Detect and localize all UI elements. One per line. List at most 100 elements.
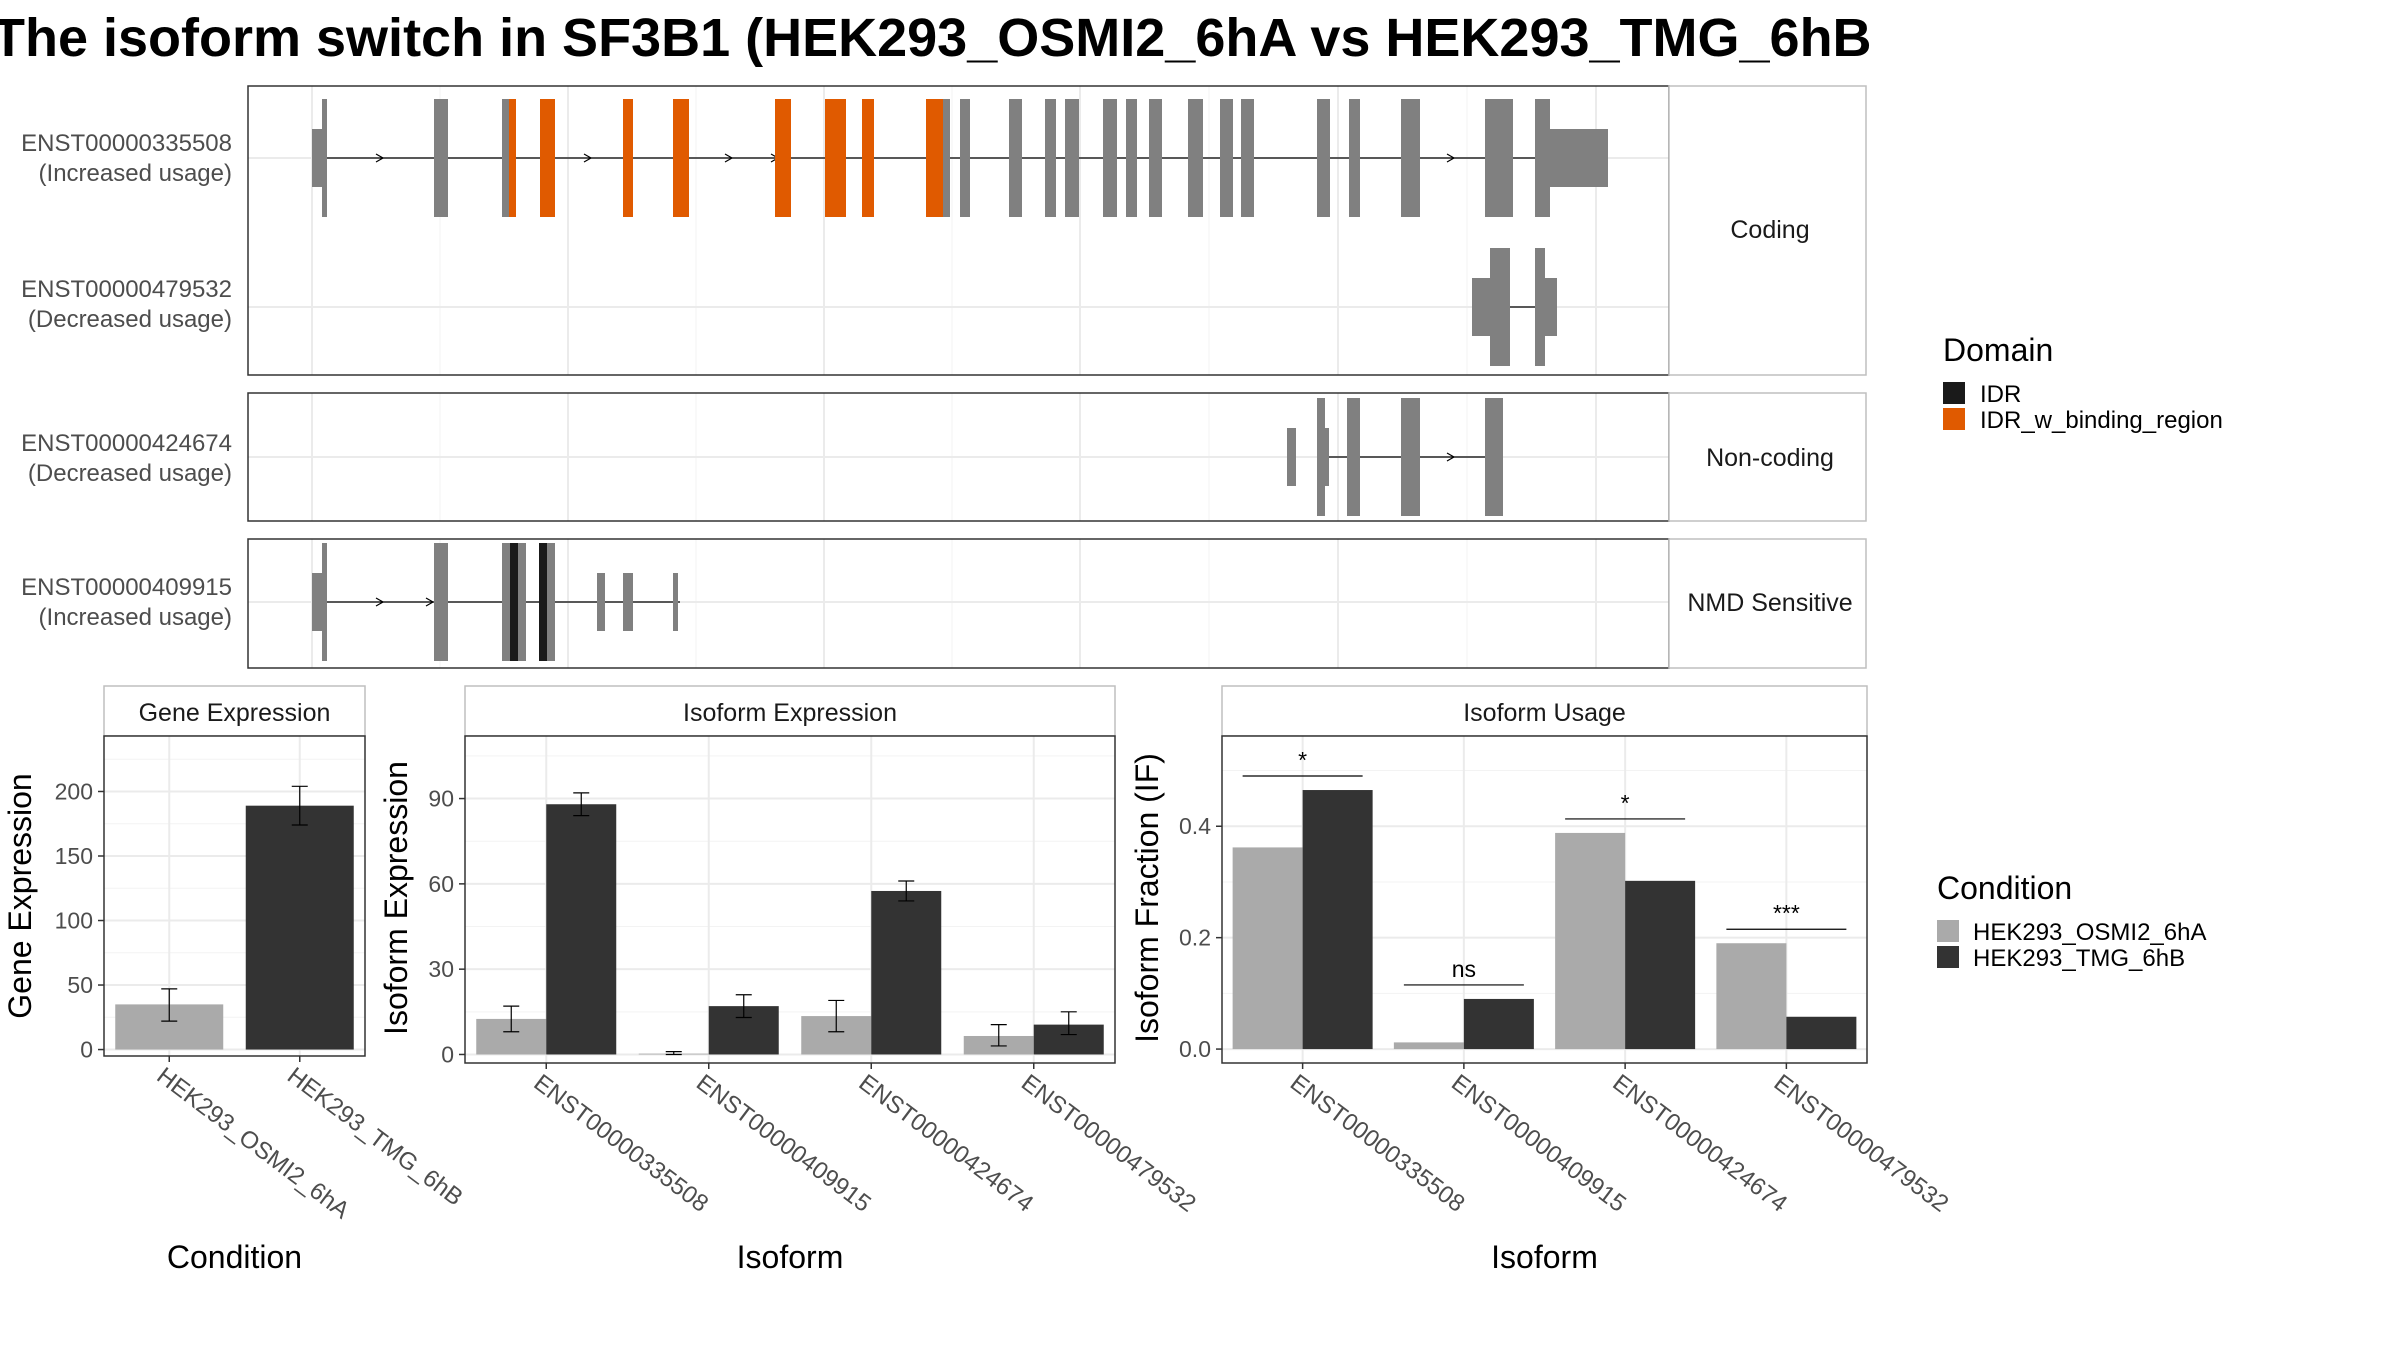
structure-frames [247, 85, 1867, 669]
strand-arrow [724, 153, 734, 163]
exon [1220, 99, 1233, 217]
domain-exon [623, 99, 633, 217]
exon [1485, 99, 1513, 217]
exon [322, 543, 327, 661]
condition-legend-label-b: HEK293_TMG_6hB [1973, 945, 2185, 972]
structure-strip-box [1668, 392, 1867, 522]
bar [1625, 880, 1696, 1050]
exon [312, 129, 323, 187]
bar [1302, 790, 1373, 1050]
y-tick-label: 90 [428, 786, 454, 812]
structure-strip-box [1668, 85, 1867, 376]
y-tick-label: 0 [441, 1041, 454, 1067]
isoform-usage-x-axis-title: Isoform [1491, 1239, 1598, 1275]
x-tick-label: ENST00000479532 [1769, 1069, 1954, 1217]
domain-legend: Domain IDR IDR_w_binding_region [1943, 332, 2223, 434]
exon [518, 543, 526, 661]
strand-arrow [425, 597, 435, 607]
y-tick-label: 0.4 [1179, 813, 1211, 839]
exon [322, 99, 327, 217]
exon [1472, 278, 1490, 336]
exon [1241, 99, 1254, 217]
exon [960, 99, 970, 217]
domain-exon [926, 99, 943, 217]
transcript-track-335508 [312, 99, 1608, 217]
exon [1401, 398, 1420, 516]
exon [547, 543, 555, 661]
y-tick-label: 30 [428, 956, 454, 982]
exon [434, 99, 448, 217]
domain-exon [775, 99, 791, 217]
transcript-label-424674-usage: (Decreased usage) [28, 460, 232, 487]
exon [1317, 398, 1325, 516]
significance-label: * [1621, 790, 1630, 816]
isoform-expression-bars [476, 792, 1104, 1056]
gene-expression-panel: Gene Expression 0 50 100 150 200 HEK293_OSMI… [2, 685, 468, 1275]
transcript-label-335508-usage: (Increased usage) [39, 160, 232, 187]
transcript-label-409915-usage: (Increased usage) [39, 604, 232, 631]
domain-exon [673, 99, 689, 217]
strip-label-coding: Coding [1730, 216, 1809, 244]
exon [1009, 99, 1022, 217]
strand-arrow [1446, 452, 1456, 462]
transcript-label-479532-id: ENST00000479532 [21, 276, 232, 303]
transcript-label-424674-id: ENST00000424674 [21, 430, 232, 457]
transcript-track-409915 [312, 543, 680, 661]
exon [1490, 248, 1510, 366]
x-tick-label: ENST00000409915 [691, 1069, 876, 1217]
exon [312, 573, 323, 631]
exon [1126, 99, 1137, 217]
domain-legend-swatch-idr-binding [1943, 408, 1965, 430]
isoform-usage-y-ticks: 0.0 0.2 0.4 [1179, 813, 1222, 1062]
y-tick-label: 150 [55, 843, 93, 869]
x-tick-label: ENST00000335508 [1285, 1069, 1470, 1217]
isoform-expression-frame [464, 735, 1116, 1064]
gene-expression-title: Gene Expression [139, 699, 331, 727]
gene-expression-y-axis-title: Gene Expression [2, 773, 38, 1018]
exon [1045, 99, 1056, 217]
transcript-track-479532 [1472, 248, 1557, 366]
significance-label: *** [1773, 900, 1800, 926]
condition-legend-label-a: HEK293_OSMI2_6hA [1973, 919, 2206, 946]
x-tick-label: ENST00000424674 [1608, 1069, 1793, 1217]
x-tick-label: ENST00000409915 [1446, 1069, 1631, 1217]
strand-arrow [1446, 153, 1456, 163]
domain-exon [825, 99, 846, 217]
y-tick-label: 0.0 [1179, 1036, 1211, 1062]
strand-arrow [583, 153, 593, 163]
isoform-expression-panel: Isoform Expression 0 30 60 90 ENST000003355… [378, 685, 1201, 1275]
significance-label: * [1298, 747, 1307, 773]
gene-expression-bars [115, 785, 354, 1050]
exon [1317, 99, 1330, 217]
isoform-usage-significance: *ns**** [1242, 747, 1847, 986]
isoform-expression-x-axis-title: Isoform [737, 1239, 844, 1275]
bar [1555, 832, 1626, 1050]
transcript-label-409915-id: ENST00000409915 [21, 574, 232, 601]
exon [943, 99, 950, 217]
transcript-track-424674 [1287, 398, 1503, 516]
exon [1548, 129, 1608, 187]
isoform-usage-bars [1232, 790, 1857, 1050]
exon [1149, 99, 1162, 217]
figure-title: The isoform switch in SF3B1 (HEK293_OSMI… [0, 8, 1872, 68]
gene-expression-strip [103, 685, 366, 737]
domain-exon [540, 99, 555, 217]
condition-legend: Condition HEK293_OSMI2_6hA HEK293_TMG_6h… [1937, 870, 2206, 972]
domain-exon [510, 543, 518, 661]
y-tick-label: 50 [67, 972, 93, 998]
transcript-label-479532-usage: (Decreased usage) [28, 306, 232, 333]
bar [546, 804, 617, 1055]
condition-legend-swatch-b [1937, 946, 1959, 968]
exon [1485, 398, 1503, 516]
bar [1716, 943, 1787, 1050]
structure-panel-bg [248, 539, 1669, 668]
bar [1786, 1016, 1857, 1050]
exon [434, 543, 448, 661]
isoform-expression-y-axis-title: Isoform Expression [378, 761, 414, 1035]
bar [1393, 1042, 1464, 1050]
gene-expression-x-axis-title: Condition [167, 1239, 302, 1275]
structure-strip-box [1668, 538, 1867, 669]
domain-exon [509, 99, 516, 217]
